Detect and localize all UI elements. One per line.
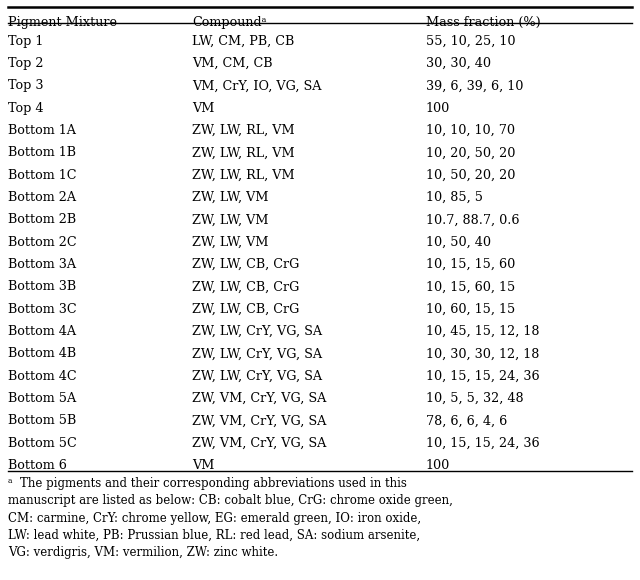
Text: VM, CrY, IO, VG, SA: VM, CrY, IO, VG, SA: [192, 79, 321, 92]
Text: 10, 15, 15, 24, 36: 10, 15, 15, 24, 36: [426, 370, 540, 383]
Text: ZW, LW, RL, VM: ZW, LW, RL, VM: [192, 147, 294, 160]
Text: Top 4: Top 4: [8, 102, 43, 115]
Text: Top 1: Top 1: [8, 35, 43, 48]
Text: Mass fraction (%): Mass fraction (%): [426, 16, 540, 29]
Text: Bottom 1C: Bottom 1C: [8, 169, 76, 182]
Text: ZW, VM, CrY, VG, SA: ZW, VM, CrY, VG, SA: [192, 414, 326, 427]
Text: Bottom 3B: Bottom 3B: [8, 281, 76, 293]
Text: Bottom 3A: Bottom 3A: [8, 258, 76, 271]
Text: VM, CM, CB: VM, CM, CB: [192, 57, 273, 70]
Text: LW: lead white, PB: Prussian blue, RL: red lead, SA: sodium arsenite,: LW: lead white, PB: Prussian blue, RL: r…: [8, 529, 420, 542]
Text: 10, 85, 5: 10, 85, 5: [426, 191, 483, 204]
Text: Bottom 6: Bottom 6: [8, 459, 67, 472]
Text: ZW, LW, VM: ZW, LW, VM: [192, 213, 269, 226]
Text: 10, 50, 40: 10, 50, 40: [426, 236, 491, 249]
Text: Bottom 4C: Bottom 4C: [8, 370, 76, 383]
Text: 10, 50, 20, 20: 10, 50, 20, 20: [426, 169, 515, 182]
Text: Bottom 5B: Bottom 5B: [8, 414, 76, 427]
Text: ZW, LW, CB, CrG: ZW, LW, CB, CrG: [192, 281, 300, 293]
Text: 10, 10, 10, 70: 10, 10, 10, 70: [426, 124, 515, 137]
Text: 10, 5, 5, 32, 48: 10, 5, 5, 32, 48: [426, 392, 524, 405]
Text: ZW, LW, CrY, VG, SA: ZW, LW, CrY, VG, SA: [192, 325, 322, 338]
Text: Bottom 4A: Bottom 4A: [8, 325, 76, 338]
Text: Bottom 5C: Bottom 5C: [8, 437, 76, 450]
Text: manuscript are listed as below: CB: cobalt blue, CrG: chrome oxide green,: manuscript are listed as below: CB: coba…: [8, 494, 452, 507]
Text: Top 2: Top 2: [8, 57, 43, 70]
Text: 100: 100: [426, 459, 450, 472]
Text: Compoundᵃ: Compoundᵃ: [192, 16, 266, 29]
Text: Bottom 3C: Bottom 3C: [8, 303, 76, 316]
Text: 10, 15, 15, 60: 10, 15, 15, 60: [426, 258, 515, 271]
Text: 10, 15, 15, 24, 36: 10, 15, 15, 24, 36: [426, 437, 540, 450]
Text: Bottom 5A: Bottom 5A: [8, 392, 76, 405]
Text: Bottom 2C: Bottom 2C: [8, 236, 76, 249]
Text: 10, 60, 15, 15: 10, 60, 15, 15: [426, 303, 515, 316]
Text: ZW, LW, RL, VM: ZW, LW, RL, VM: [192, 169, 294, 182]
Text: ZW, LW, CB, CrG: ZW, LW, CB, CrG: [192, 303, 300, 316]
Text: ZW, LW, CB, CrG: ZW, LW, CB, CrG: [192, 258, 300, 271]
Text: Bottom 2B: Bottom 2B: [8, 213, 76, 226]
Text: Bottom 1A: Bottom 1A: [8, 124, 76, 137]
Text: VG: verdigris, VM: vermilion, ZW: zinc white.: VG: verdigris, VM: vermilion, ZW: zinc w…: [8, 546, 278, 559]
Text: Top 3: Top 3: [8, 79, 43, 92]
Text: Bottom 1B: Bottom 1B: [8, 147, 76, 160]
Text: ZW, LW, CrY, VG, SA: ZW, LW, CrY, VG, SA: [192, 347, 322, 360]
Text: 30, 30, 40: 30, 30, 40: [426, 57, 491, 70]
Text: ZW, VM, CrY, VG, SA: ZW, VM, CrY, VG, SA: [192, 392, 326, 405]
Text: ZW, LW, CrY, VG, SA: ZW, LW, CrY, VG, SA: [192, 370, 322, 383]
Text: ZW, LW, RL, VM: ZW, LW, RL, VM: [192, 124, 294, 137]
Text: ZW, VM, CrY, VG, SA: ZW, VM, CrY, VG, SA: [192, 437, 326, 450]
Text: 78, 6, 6, 4, 6: 78, 6, 6, 4, 6: [426, 414, 507, 427]
Text: ZW, LW, VM: ZW, LW, VM: [192, 236, 269, 249]
Text: CM: carmine, CrY: chrome yellow, EG: emerald green, IO: iron oxide,: CM: carmine, CrY: chrome yellow, EG: eme…: [8, 512, 421, 524]
Text: LW, CM, PB, CB: LW, CM, PB, CB: [192, 35, 294, 48]
Text: 10, 15, 60, 15: 10, 15, 60, 15: [426, 281, 515, 293]
Text: 100: 100: [426, 102, 450, 115]
Text: 10, 20, 50, 20: 10, 20, 50, 20: [426, 147, 515, 160]
Text: Pigment Mixture: Pigment Mixture: [8, 16, 116, 29]
Text: 55, 10, 25, 10: 55, 10, 25, 10: [426, 35, 515, 48]
Text: VM: VM: [192, 459, 214, 472]
Text: Bottom 4B: Bottom 4B: [8, 347, 76, 360]
Text: 10, 45, 15, 12, 18: 10, 45, 15, 12, 18: [426, 325, 539, 338]
Text: ZW, LW, VM: ZW, LW, VM: [192, 191, 269, 204]
Text: 10, 30, 30, 12, 18: 10, 30, 30, 12, 18: [426, 347, 539, 360]
Text: ᵃ  The pigments and their corresponding abbreviations used in this: ᵃ The pigments and their corresponding a…: [8, 477, 406, 490]
Text: VM: VM: [192, 102, 214, 115]
Text: 10.7, 88.7, 0.6: 10.7, 88.7, 0.6: [426, 213, 519, 226]
Text: Bottom 2A: Bottom 2A: [8, 191, 76, 204]
Text: 39, 6, 39, 6, 10: 39, 6, 39, 6, 10: [426, 79, 523, 92]
